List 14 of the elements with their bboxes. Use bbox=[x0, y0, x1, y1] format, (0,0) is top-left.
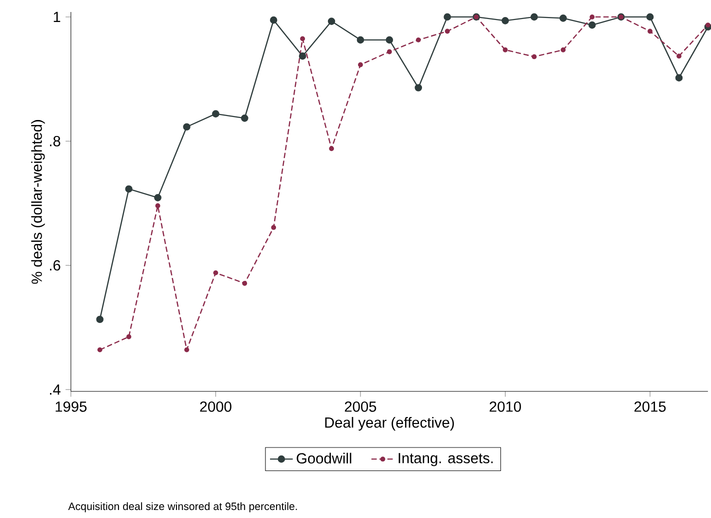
x-tick-label: 1995 bbox=[56, 401, 87, 412]
y-tick-label: .4 bbox=[50, 384, 60, 394]
text: Acquisition deal size winsored at 95th percentile. bbox=[68, 502, 297, 512]
y-tick-label: 1 bbox=[54, 12, 60, 22]
x-tick-label: 2010 bbox=[490, 401, 521, 412]
x-tick-label: 2000 bbox=[200, 401, 232, 412]
legend-label: Goodwill bbox=[296, 452, 352, 464]
x-tick-label: 2005 bbox=[344, 401, 376, 412]
y-tick-label: .8 bbox=[50, 136, 60, 146]
x-axis-title: Deal year (effective) bbox=[325, 416, 454, 430]
x-tick-label: 2015 bbox=[634, 401, 666, 412]
y-axis-title: % deals (dollar-weighted) bbox=[31, 120, 45, 284]
y-tick-label: .6 bbox=[50, 260, 60, 270]
legend-label: Intang. assets. bbox=[398, 452, 493, 466]
